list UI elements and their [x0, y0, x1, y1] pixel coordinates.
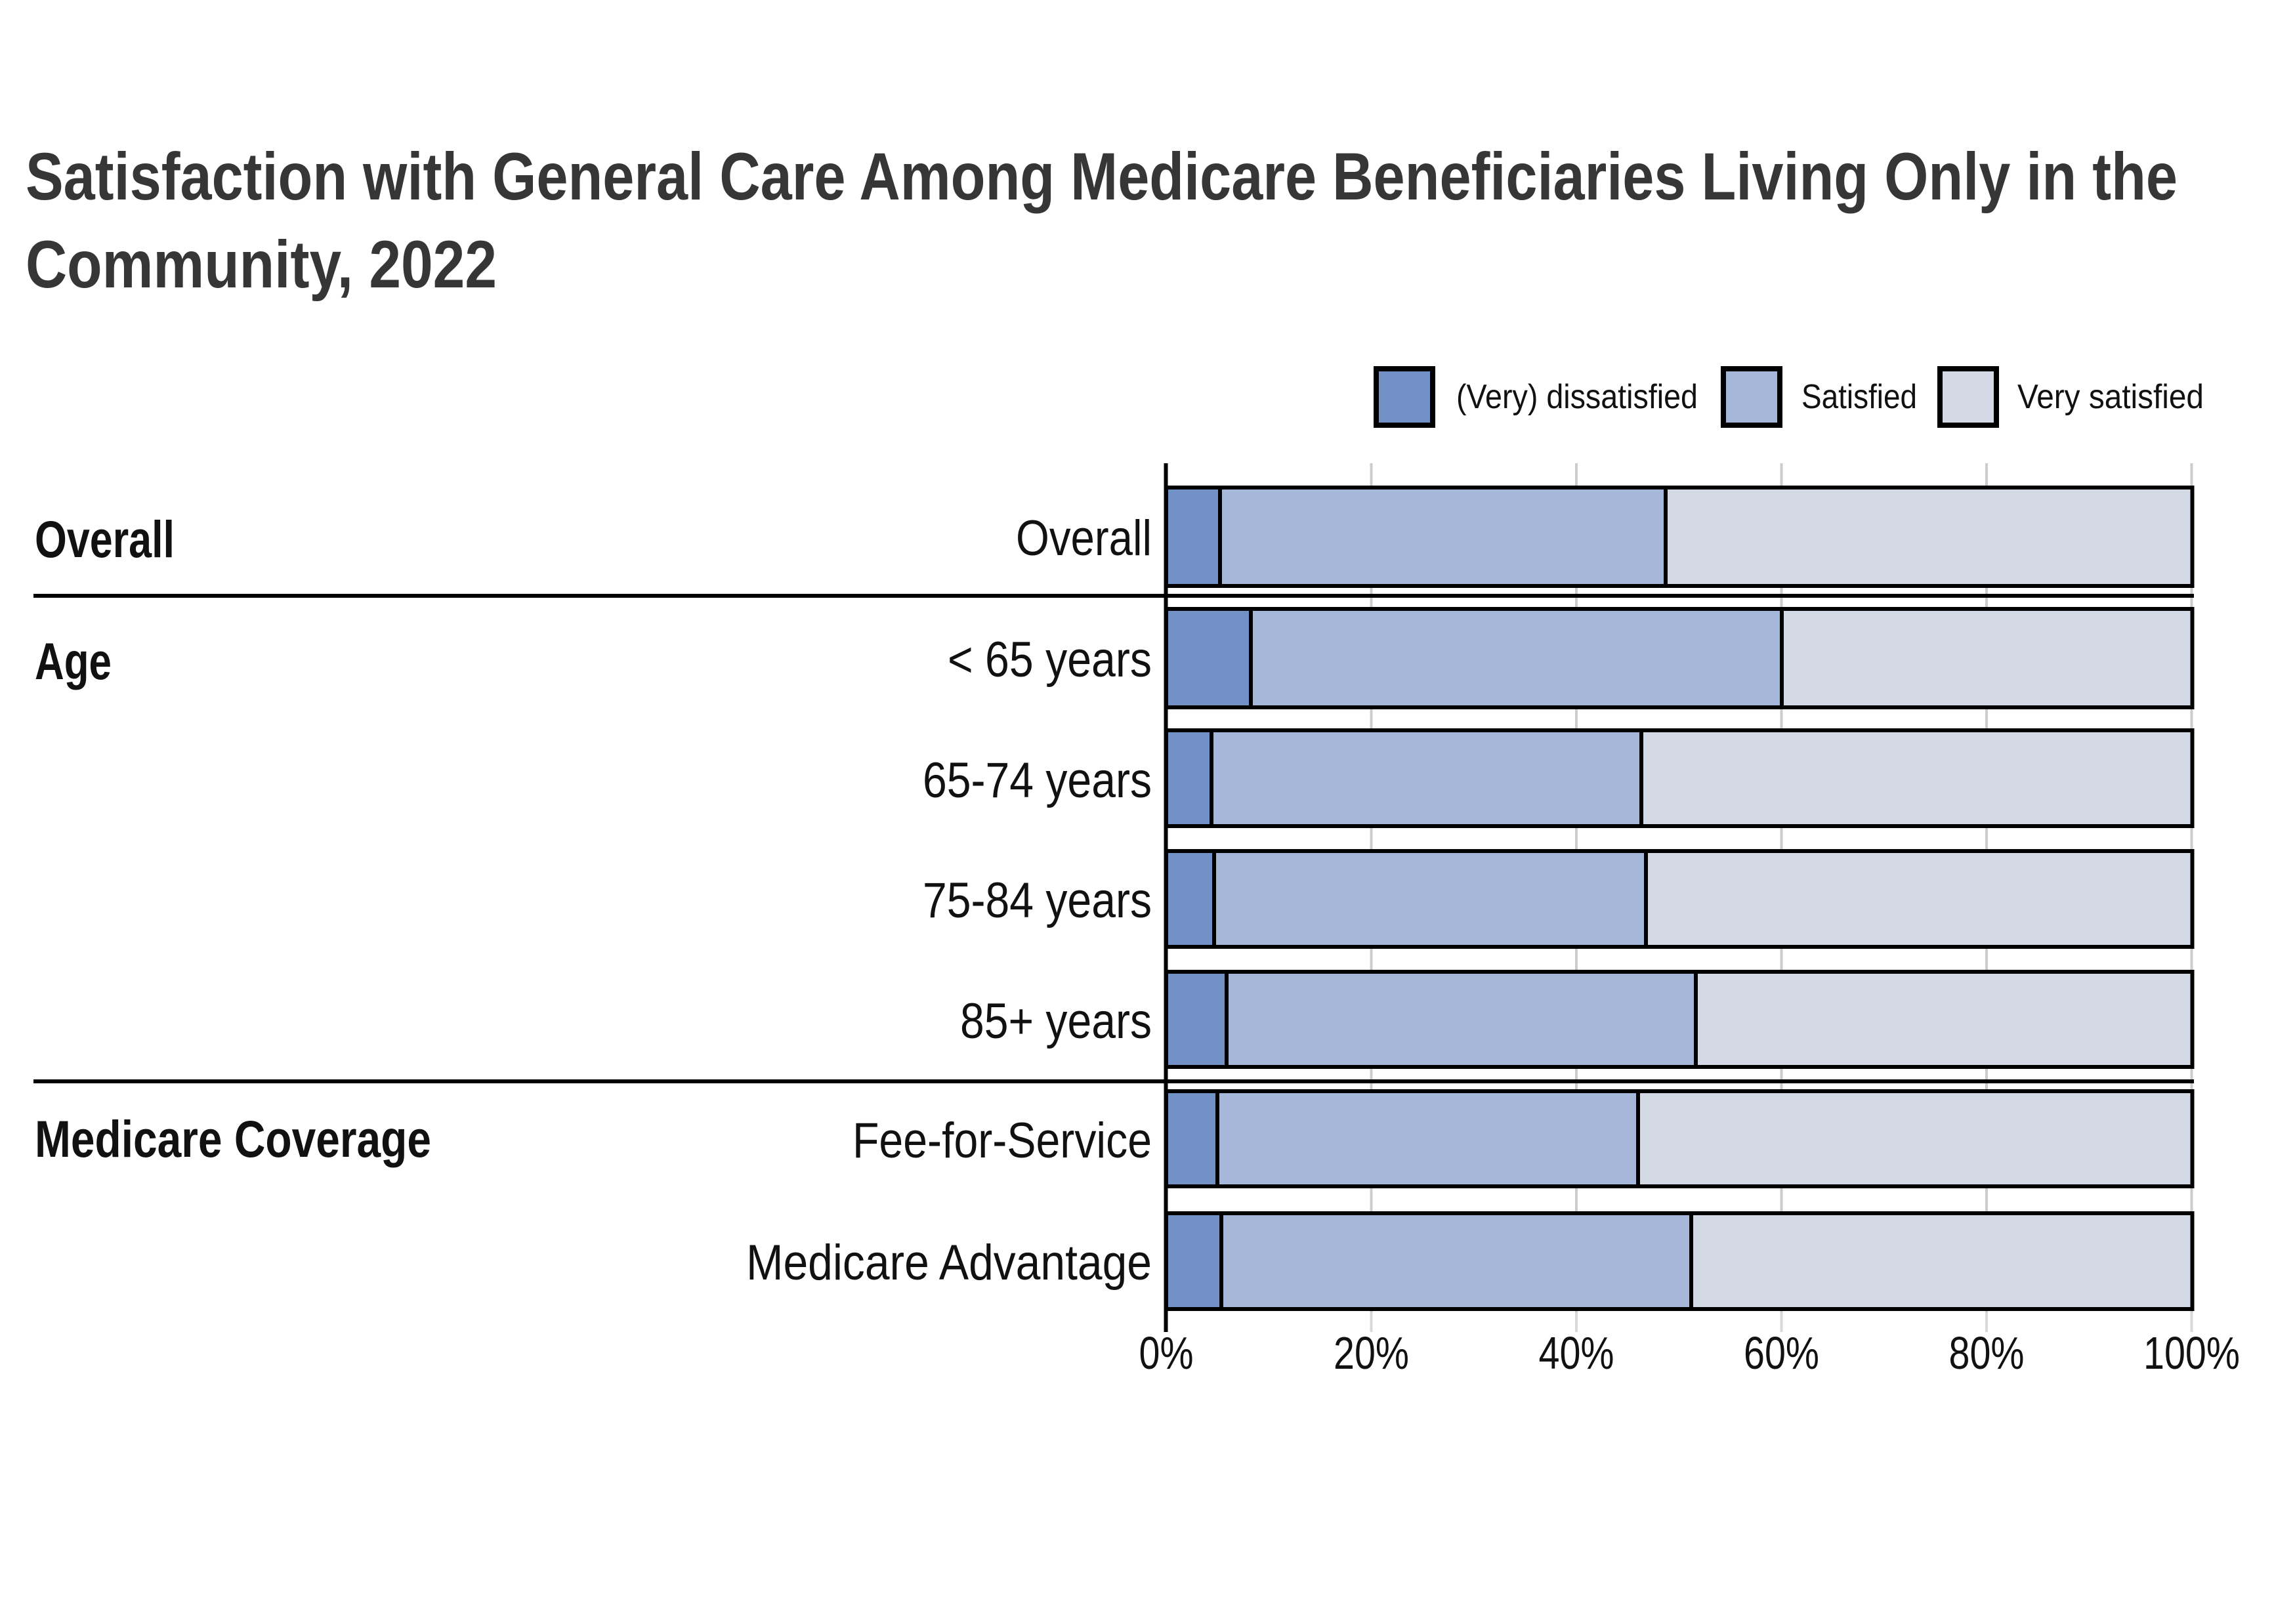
svg-text:Age: Age — [35, 632, 112, 690]
svg-text:Satisfaction with General Care: Satisfaction with General Care Among Med… — [26, 139, 2178, 214]
svg-text:(Very) dissatisfied: (Very) dissatisfied — [1456, 378, 1698, 416]
svg-text:Fee-for-Service: Fee-for-Service — [853, 1113, 1152, 1169]
svg-text:60%: 60% — [1744, 1327, 1819, 1379]
svg-text:Community, 2022: Community, 2022 — [26, 227, 497, 302]
svg-text:Very satisfied: Very satisfied — [2017, 378, 2204, 416]
svg-text:Satisfied: Satisfied — [1801, 378, 1917, 416]
svg-text:65-74 years: 65-74 years — [923, 753, 1152, 808]
svg-text:0%: 0% — [1139, 1327, 1194, 1379]
svg-text:Overall: Overall — [35, 510, 175, 568]
svg-text:85+ years: 85+ years — [960, 993, 1152, 1049]
svg-text:Overall: Overall — [1016, 510, 1152, 566]
svg-text:75-84 years: 75-84 years — [923, 873, 1152, 928]
svg-text:20%: 20% — [1334, 1327, 1409, 1379]
svg-text:Medicare Advantage: Medicare Advantage — [746, 1235, 1152, 1291]
svg-text:Medicare Coverage: Medicare Coverage — [35, 1110, 431, 1168]
svg-text:< 65 years: < 65 years — [948, 632, 1152, 688]
svg-text:40%: 40% — [1539, 1327, 1614, 1379]
svg-text:100%: 100% — [2143, 1327, 2240, 1379]
svg-text:80%: 80% — [1949, 1327, 2025, 1379]
